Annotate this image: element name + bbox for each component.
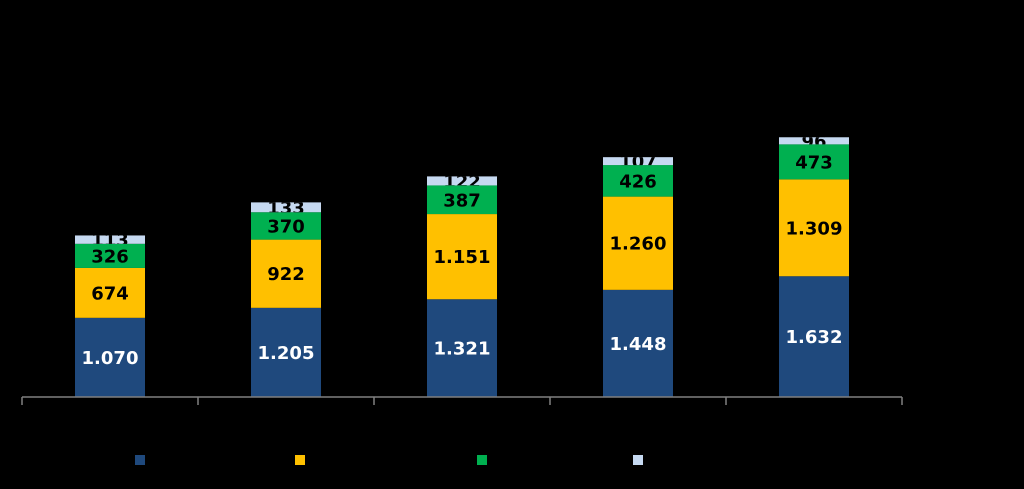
value-label: 1.448: [610, 334, 667, 355]
value-label: 473: [795, 152, 833, 173]
legend-marker: [295, 455, 305, 465]
bar-segment: [603, 289, 673, 397]
bar-segment: [75, 243, 145, 268]
bar-segment: [603, 165, 673, 197]
value-label: 1.321: [434, 339, 491, 360]
bar-segment: [779, 137, 849, 145]
value-label: 96: [801, 131, 826, 152]
bar-segment: [75, 267, 145, 318]
bar-segment: [75, 317, 145, 397]
value-label: 133: [267, 198, 305, 219]
bar-segment: [603, 196, 673, 290]
bar-segment: [427, 214, 497, 300]
bar-segment: [251, 239, 321, 308]
bar-segment: [779, 276, 849, 397]
bar-segment: [603, 157, 673, 166]
value-label: 113: [91, 230, 129, 251]
legend-marker: [633, 455, 643, 465]
bar-segment: [251, 202, 321, 213]
bar-segment: [427, 299, 497, 397]
value-label: 1.260: [610, 234, 667, 255]
value-label: 922: [267, 264, 305, 285]
value-label: 1.205: [258, 343, 315, 364]
value-label: 1.070: [82, 348, 139, 369]
bar-segment: [779, 179, 849, 277]
bar-segment: [779, 144, 849, 180]
value-label: 1.151: [434, 247, 491, 268]
value-label: 326: [91, 246, 129, 267]
value-label: 122: [443, 171, 481, 192]
bar-segment: [427, 185, 497, 215]
legend-marker: [477, 455, 487, 465]
value-label: 426: [619, 171, 657, 192]
value-label: 370: [267, 216, 305, 237]
value-label: 107: [619, 152, 657, 173]
bar-segment: [427, 176, 497, 186]
value-label: 674: [91, 283, 129, 304]
value-label: 1.632: [786, 327, 843, 348]
bar-segment: [251, 307, 321, 397]
bar-segment: [251, 212, 321, 240]
value-label: 387: [443, 190, 481, 211]
bar-segment: [75, 235, 145, 244]
value-label: 1.309: [786, 218, 843, 239]
legend-marker: [135, 455, 145, 465]
